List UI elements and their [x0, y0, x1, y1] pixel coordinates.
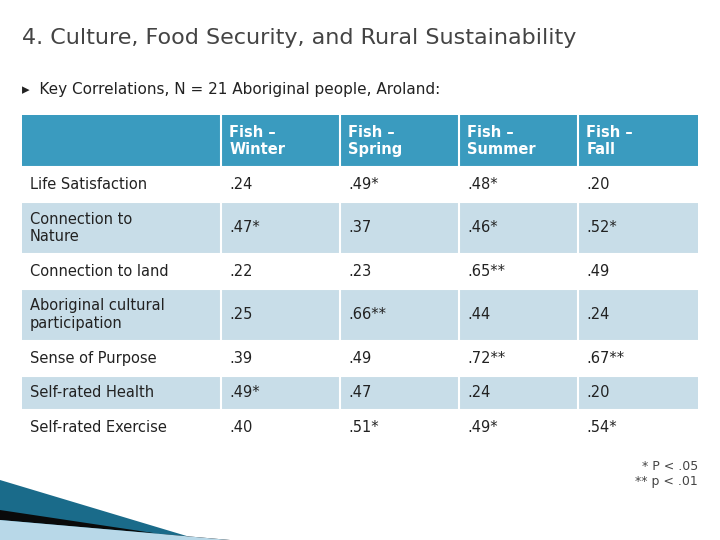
- Bar: [459, 254, 578, 288]
- Text: .66**: .66**: [348, 307, 387, 322]
- Bar: [578, 288, 698, 341]
- Text: ▸  Key Correlations, N = 21 Aboriginal people, Aroland:: ▸ Key Correlations, N = 21 Aboriginal pe…: [22, 82, 440, 97]
- Text: .52*: .52*: [586, 220, 617, 235]
- Bar: [22, 167, 222, 202]
- Bar: [341, 410, 459, 445]
- Bar: [222, 410, 341, 445]
- Text: .49: .49: [348, 350, 372, 366]
- Text: .49: .49: [586, 264, 610, 279]
- Text: .49*: .49*: [230, 386, 260, 400]
- Text: Fish –
Spring: Fish – Spring: [348, 125, 402, 157]
- Bar: [22, 202, 222, 254]
- Bar: [578, 375, 698, 410]
- Text: Sense of Purpose: Sense of Purpose: [30, 350, 157, 366]
- Text: Life Satisfaction: Life Satisfaction: [30, 177, 147, 192]
- Text: Aboriginal cultural
participation: Aboriginal cultural participation: [30, 299, 165, 331]
- Bar: [222, 202, 341, 254]
- Bar: [578, 202, 698, 254]
- Text: .44: .44: [467, 307, 490, 322]
- Bar: [22, 410, 222, 445]
- Text: .49*: .49*: [467, 420, 498, 435]
- Bar: [222, 254, 341, 288]
- Bar: [578, 341, 698, 375]
- Polygon shape: [0, 510, 230, 540]
- Text: Self-rated Health: Self-rated Health: [30, 386, 154, 400]
- Text: Fish –
Fall: Fish – Fall: [586, 125, 633, 157]
- Bar: [341, 167, 459, 202]
- Bar: [222, 167, 341, 202]
- Bar: [459, 288, 578, 341]
- Text: .22: .22: [230, 264, 253, 279]
- Bar: [459, 410, 578, 445]
- Text: .24: .24: [230, 177, 253, 192]
- Text: Fish –
Summer: Fish – Summer: [467, 125, 536, 157]
- Text: .37: .37: [348, 220, 372, 235]
- Text: Self-rated Exercise: Self-rated Exercise: [30, 420, 167, 435]
- Bar: [341, 288, 459, 341]
- Text: .20: .20: [586, 386, 610, 400]
- Text: .47: .47: [348, 386, 372, 400]
- Bar: [222, 375, 341, 410]
- Bar: [341, 202, 459, 254]
- Text: .40: .40: [230, 420, 253, 435]
- Text: .48*: .48*: [467, 177, 498, 192]
- Text: .25: .25: [230, 307, 253, 322]
- Bar: [459, 115, 578, 167]
- Text: .39: .39: [230, 350, 253, 366]
- Bar: [22, 341, 222, 375]
- Text: * P < .05
** p < .01: * P < .05 ** p < .01: [635, 460, 698, 488]
- Bar: [222, 115, 341, 167]
- Text: .23: .23: [348, 264, 372, 279]
- Bar: [459, 341, 578, 375]
- Bar: [222, 341, 341, 375]
- Bar: [22, 254, 222, 288]
- Bar: [459, 202, 578, 254]
- Bar: [578, 115, 698, 167]
- Text: Connection to land: Connection to land: [30, 264, 168, 279]
- Bar: [578, 167, 698, 202]
- Text: .20: .20: [586, 177, 610, 192]
- Bar: [341, 115, 459, 167]
- Text: Connection to
Nature: Connection to Nature: [30, 212, 132, 244]
- Bar: [578, 254, 698, 288]
- Bar: [22, 288, 222, 341]
- Text: .67**: .67**: [586, 350, 624, 366]
- Text: .65**: .65**: [467, 264, 505, 279]
- Text: 4. Culture, Food Security, and Rural Sustainability: 4. Culture, Food Security, and Rural Sus…: [22, 28, 577, 48]
- Text: .24: .24: [586, 307, 610, 322]
- Text: .54*: .54*: [586, 420, 617, 435]
- Polygon shape: [0, 480, 200, 540]
- Bar: [578, 410, 698, 445]
- Text: .24: .24: [467, 386, 491, 400]
- Bar: [341, 341, 459, 375]
- Text: Fish –
Winter: Fish – Winter: [230, 125, 285, 157]
- Text: .46*: .46*: [467, 220, 498, 235]
- Polygon shape: [0, 520, 280, 540]
- Text: .72**: .72**: [467, 350, 505, 366]
- Bar: [341, 375, 459, 410]
- Bar: [22, 375, 222, 410]
- Bar: [341, 254, 459, 288]
- Bar: [22, 115, 222, 167]
- Bar: [222, 288, 341, 341]
- Bar: [459, 375, 578, 410]
- Text: .51*: .51*: [348, 420, 379, 435]
- Text: .47*: .47*: [230, 220, 260, 235]
- Text: .49*: .49*: [348, 177, 379, 192]
- Bar: [459, 167, 578, 202]
